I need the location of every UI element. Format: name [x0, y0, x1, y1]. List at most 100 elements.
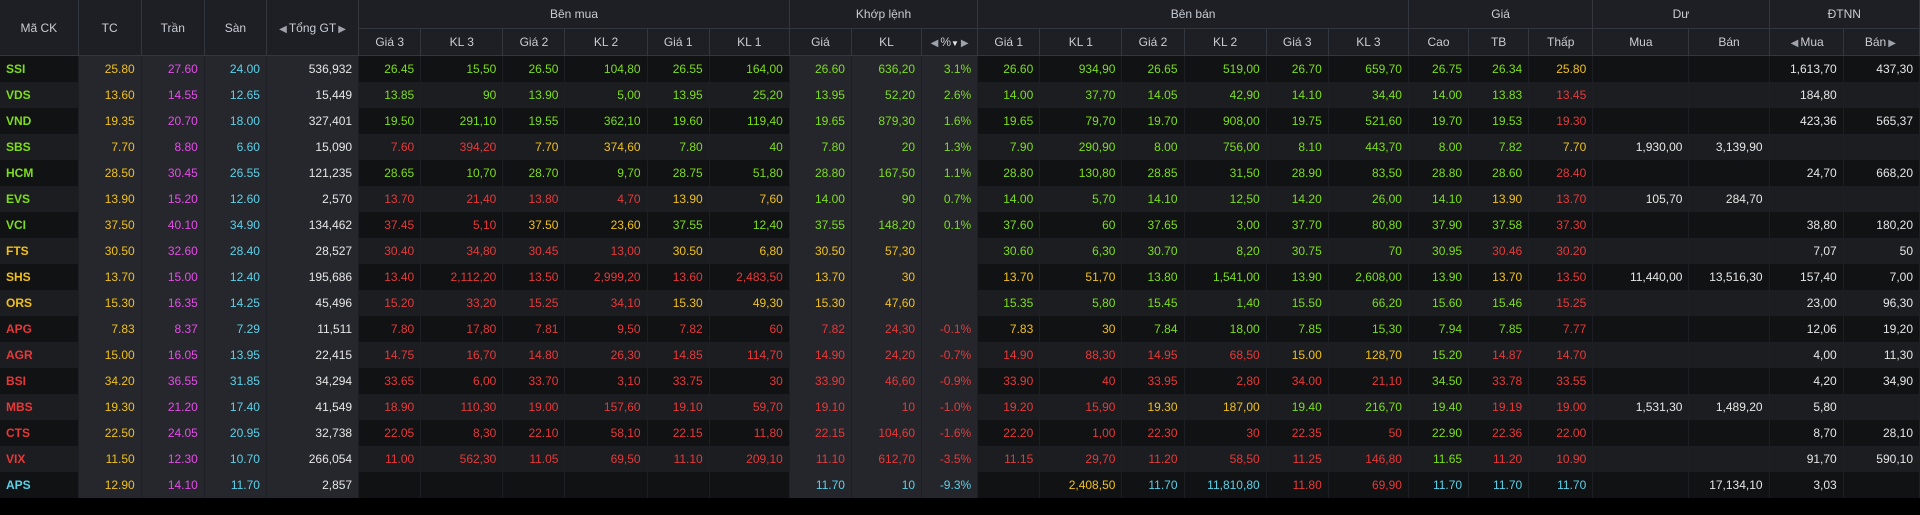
col-header-ref[interactable]: TC: [78, 0, 142, 56]
cell-buy-price-2: 7.70: [502, 134, 566, 160]
table-row[interactable]: CTS 22.50 24.05 20.95 32,738 22.05 8,30 22.10 58…: [0, 420, 1920, 446]
table-row[interactable]: BSI 34.20 36.55 31.85 34,294 33.65 6,00 33.70 3,…: [0, 368, 1920, 394]
cell-floor: 17.40: [204, 394, 267, 420]
col-header-match-price[interactable]: Giá: [789, 28, 852, 56]
col-header-sell-vol-2[interactable]: KL 2: [1184, 28, 1267, 56]
col-header-buy-price-3[interactable]: Giá 3: [358, 28, 422, 56]
col-header-avg[interactable]: TB: [1468, 28, 1530, 56]
cell-remain-sell: [1688, 316, 1770, 342]
table-row[interactable]: AGR 15.00 16.05 13.95 22,415 14.75 16,70 14.80 2…: [0, 342, 1920, 368]
cell-total-value: 2,570: [266, 186, 360, 212]
group-header-foreign: ĐTNN: [1769, 0, 1920, 29]
cell-buy-price-3: 22.05: [358, 420, 422, 446]
table-row[interactable]: SSI 25.80 27.60 24.00 536,932 26.45 15,50 26.50…: [0, 55, 1920, 82]
col-header-buy-vol-3[interactable]: KL 3: [420, 28, 504, 56]
col-header-ceiling[interactable]: Trần: [141, 0, 205, 56]
cell-symbol[interactable]: APS: [0, 472, 79, 498]
col-header-remain-buy[interactable]: Mua: [1592, 28, 1690, 56]
cell-low: 13.50: [1528, 264, 1594, 290]
cell-foreign-buy: 423,36: [1769, 108, 1844, 134]
cell-foreign-buy: [1769, 186, 1844, 212]
cell-remain-buy: [1592, 472, 1690, 498]
cell-buy-vol-3: 15,50: [420, 55, 504, 82]
col-header-sell-vol-1[interactable]: KL 1: [1039, 28, 1123, 56]
cell-match-pct: -9.3%: [921, 472, 979, 498]
arrow-left-icon[interactable]: ◀: [279, 23, 287, 35]
table-row[interactable]: SBS 7.70 8.80 6.60 15,090 7.60 394,20 7.70 374,6…: [0, 134, 1920, 160]
cell-symbol[interactable]: FTS: [0, 238, 79, 264]
col-header-buy-price-2[interactable]: Giá 2: [502, 28, 566, 56]
col-header-foreign-buy[interactable]: ◀ Mua: [1769, 28, 1844, 56]
col-header-buy-price-1[interactable]: Giá 1: [647, 28, 710, 56]
cell-symbol[interactable]: SSI: [0, 55, 79, 82]
cell-remain-buy: [1592, 368, 1690, 394]
table-row[interactable]: VND 19.35 20.70 18.00 327,401 19.50 291,10 19.5…: [0, 108, 1920, 134]
cell-foreign-sell: 7,00: [1843, 264, 1920, 290]
table-row[interactable]: VDS 13.60 14.55 12.65 15,449 13.85 90 13.90 5,00…: [0, 82, 1920, 108]
col-header-foreign-sell[interactable]: Bán ▶: [1843, 28, 1920, 56]
col-header-sell-price-2[interactable]: Giá 2: [1121, 28, 1185, 56]
cell-floor: 12.65: [204, 82, 267, 108]
cell-symbol[interactable]: SHS: [0, 264, 79, 290]
arrow-right-icon[interactable]: ▶: [960, 38, 969, 49]
col-header-low[interactable]: Thấp: [1528, 28, 1594, 56]
cell-sell-price-3: 19.75: [1266, 108, 1329, 134]
col-header-match-pct[interactable]: ◀ %▼ ▶: [921, 28, 979, 56]
cell-sell-price-2: 8.00: [1121, 134, 1185, 160]
sort-down-icon[interactable]: ▼: [951, 39, 959, 48]
cell-match-price: 37.55: [789, 212, 852, 238]
cell-sell-vol-2: 8,20: [1184, 238, 1267, 264]
col-header-floor[interactable]: Sàn: [204, 0, 267, 56]
cell-buy-vol-3: 5,10: [420, 212, 504, 238]
col-header-match-vol[interactable]: KL: [851, 28, 923, 56]
col-header-buy-vol-1[interactable]: KL 1: [709, 28, 790, 56]
cell-buy-vol-3: 10,70: [420, 160, 504, 186]
cell-sell-vol-3: 216,70: [1328, 394, 1409, 420]
cell-symbol[interactable]: EVS: [0, 186, 79, 212]
col-header-high[interactable]: Cao: [1408, 28, 1470, 56]
cell-sell-price-1: [977, 472, 1041, 498]
table-row[interactable]: FTS 30.50 32.60 28.40 28,527 30.40 34,80 30.45 1…: [0, 238, 1920, 264]
col-header-total-value[interactable]: ◀ Tổng GT ▶: [266, 0, 360, 56]
col-header-sell-price-3[interactable]: Giá 3: [1266, 28, 1329, 56]
table-row[interactable]: VIX 11.50 12.30 10.70 266,054 11.00 562,30 11.0…: [0, 446, 1920, 472]
table-row[interactable]: VCI 37.50 40.10 34.90 134,462 37.45 5,10 37.50 2…: [0, 212, 1920, 238]
arrow-right-icon[interactable]: ▶: [1888, 38, 1896, 49]
cell-symbol[interactable]: APG: [0, 316, 79, 342]
cell-match-vol: 10: [851, 472, 923, 498]
cell-symbol[interactable]: VIX: [0, 446, 79, 472]
cell-symbol[interactable]: BSI: [0, 368, 79, 394]
cell-symbol[interactable]: VCI: [0, 212, 79, 238]
cell-remain-sell: [1688, 420, 1770, 446]
cell-symbol[interactable]: MBS: [0, 394, 79, 420]
table-row[interactable]: MBS 19.30 21.20 17.40 41,549 18.90 110,30 19.00…: [0, 394, 1920, 420]
arrow-left-icon[interactable]: ◀: [1790, 38, 1799, 49]
table-row[interactable]: APS 12.90 14.10 11.70 2,857 11.70 10 -9.3% 2,408…: [0, 472, 1920, 498]
table-row[interactable]: SHS 13.70 15.00 12.40 195,686 13.40 2,112,20 13…: [0, 264, 1920, 290]
cell-symbol[interactable]: HCM: [0, 160, 79, 186]
col-header-buy-vol-2[interactable]: KL 2: [564, 28, 648, 56]
col-header-remain-sell[interactable]: Bán: [1688, 28, 1770, 56]
cell-symbol[interactable]: CTS: [0, 420, 79, 446]
cell-total-value: 34,294: [266, 368, 360, 394]
cell-low: 33.55: [1528, 368, 1594, 394]
arrow-right-icon[interactable]: ▶: [338, 23, 346, 35]
cell-low: 22.00: [1528, 420, 1594, 446]
col-header-sell-vol-3[interactable]: KL 3: [1328, 28, 1409, 56]
cell-symbol[interactable]: ORS: [0, 290, 79, 316]
cell-sell-vol-1: 15,90: [1039, 394, 1123, 420]
cell-symbol[interactable]: SBS: [0, 134, 79, 160]
cell-sell-price-2: 14.10: [1121, 186, 1185, 212]
col-header-symbol[interactable]: Mã CK: [0, 0, 79, 56]
cell-sell-price-3: 30.75: [1266, 238, 1329, 264]
cell-symbol[interactable]: AGR: [0, 342, 79, 368]
col-header-sell-price-1[interactable]: Giá 1: [977, 28, 1041, 56]
table-row[interactable]: EVS 13.90 15.20 12.60 2,570 13.70 21,40 13.80 4,…: [0, 186, 1920, 212]
arrow-left-icon[interactable]: ◀: [930, 38, 939, 49]
cell-symbol[interactable]: VND: [0, 108, 79, 134]
table-row[interactable]: HCM 28.50 30.45 26.55 121,235 28.65 10,70 28.70…: [0, 160, 1920, 186]
cell-sell-vol-2: 3,00: [1184, 212, 1267, 238]
table-row[interactable]: ORS 15.30 16.35 14.25 45,496 15.20 33,20 15.25 3…: [0, 290, 1920, 316]
cell-symbol[interactable]: VDS: [0, 82, 79, 108]
table-row[interactable]: APG 7.83 8.37 7.29 11,511 7.80 17,80 7.81 9,50 7.…: [0, 316, 1920, 342]
